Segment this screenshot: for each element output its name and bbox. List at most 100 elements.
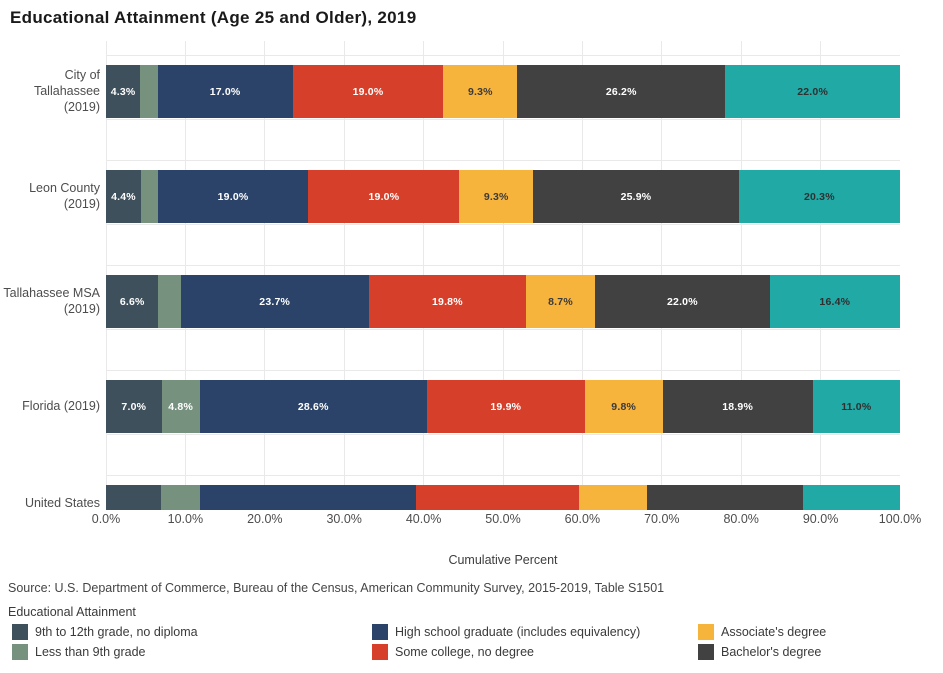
legend-label: Associate's degree xyxy=(721,625,827,639)
segment-label: 28.6% xyxy=(297,400,329,413)
bar-segment[interactable] xyxy=(646,485,804,510)
bar-segment[interactable]: 6.6% xyxy=(106,275,159,328)
bar: 7.0% 4.8% 28.6% 19.9% 9.8% 18.9% 11.0% xyxy=(106,380,900,433)
bar-segment[interactable]: 4.4% xyxy=(106,170,141,223)
legend-label: 9th to 12th grade, no diploma xyxy=(35,625,198,639)
bar-segment[interactable]: 9.8% xyxy=(584,380,663,433)
bar-segment[interactable] xyxy=(160,485,201,510)
legend-label: Less than 9th grade xyxy=(35,645,146,659)
row-band: 4.4% 19.0% 19.0% 9.3% 25.9% 20.3% xyxy=(106,160,900,225)
legend-title: Educational Attainment xyxy=(8,605,136,619)
bar-segment[interactable]: 18.9% xyxy=(662,380,813,433)
segment-label: 22.0% xyxy=(797,85,828,98)
segment-label: 17.0% xyxy=(209,85,241,98)
bar-segment[interactable] xyxy=(200,485,416,510)
bar-segment[interactable]: 26.2% xyxy=(517,65,726,118)
x-axis-title: Cumulative Percent xyxy=(448,553,558,567)
legend-swatch xyxy=(12,624,28,640)
bar-segment[interactable] xyxy=(579,485,647,510)
segment-label: 19.8% xyxy=(431,295,463,308)
x-axis-tick-label: 50.0% xyxy=(485,512,521,526)
chart-title: Educational Attainment (Age 25 and Older… xyxy=(10,8,417,27)
bar-segment[interactable]: 8.7% xyxy=(525,275,596,328)
x-axis-tick-label: 40.0% xyxy=(405,512,442,526)
x-axis-tick-label: 30.0% xyxy=(326,512,362,526)
bar-segment[interactable]: 20.3% xyxy=(738,170,900,223)
segment-label: 9.3% xyxy=(467,85,493,98)
legend-swatch xyxy=(12,644,28,660)
bar-segment[interactable]: 4.8% xyxy=(161,380,200,433)
bar-segment[interactable]: 25.9% xyxy=(533,170,739,223)
segment-label: 26.2% xyxy=(605,85,637,98)
legend-item[interactable]: Some college, no degree xyxy=(372,644,534,660)
segment-label: 9.3% xyxy=(483,190,509,203)
legend-swatch xyxy=(698,644,714,660)
bar: 4.3% 17.0% 19.0% 9.3% 26.2% 22.0% xyxy=(106,65,900,118)
bar-segment[interactable]: 28.6% xyxy=(199,380,427,433)
segment-label: 23.7% xyxy=(259,295,291,308)
legend-item[interactable]: Associate's degree xyxy=(698,624,826,640)
legend-item[interactable]: Less than 9th grade xyxy=(12,644,146,660)
bar-segment[interactable]: 9.3% xyxy=(443,65,518,118)
segment-label: 19.9% xyxy=(490,400,522,413)
x-axis-tick-label: 60.0% xyxy=(564,512,601,526)
y-axis-label: Tallahassee MSA (2019) xyxy=(3,285,100,316)
legend-label: High school graduate (includes equivalen… xyxy=(395,625,641,639)
bar-segment[interactable] xyxy=(415,485,580,510)
segment-label: 20.3% xyxy=(803,190,835,203)
bar-segment[interactable]: 19.0% xyxy=(157,170,309,223)
segment-label: 19.0% xyxy=(352,85,384,98)
x-axis-tick-label: 0.0% xyxy=(91,512,121,526)
bar-segment[interactable]: 4.3% xyxy=(106,65,141,118)
plot-area: 4.3% 17.0% 19.0% 9.3% 26.2% 22.0% 4.4% 19.0% 19.… xyxy=(106,41,900,510)
bar-segment[interactable]: 11.0% xyxy=(812,380,900,433)
legend-swatch xyxy=(372,644,388,660)
legend-swatch xyxy=(698,624,714,640)
bar-segment[interactable]: 7.0% xyxy=(106,380,162,433)
x-axis-tick-label: 70.0% xyxy=(644,512,680,526)
x-axis-tick-label: 100.0% xyxy=(878,512,922,526)
bar: 4.4% 19.0% 19.0% 9.3% 25.9% 20.3% xyxy=(106,170,900,223)
bar-segment[interactable]: 22.0% xyxy=(595,275,770,328)
segment-label: 25.9% xyxy=(620,190,652,203)
segment-label: 18.9% xyxy=(722,400,753,413)
legend-label: Some college, no degree xyxy=(395,645,534,659)
segment-label: 8.7% xyxy=(548,295,573,308)
bar-segment[interactable] xyxy=(140,170,158,223)
bar-segment[interactable] xyxy=(803,485,900,510)
bar-segment[interactable]: 19.0% xyxy=(308,170,460,223)
bar-segment[interactable]: 19.8% xyxy=(368,275,526,328)
legend-label: Bachelor's degree xyxy=(721,645,822,659)
row-band: 7.0% 4.8% 28.6% 19.9% 9.8% 18.9% 11.0% xyxy=(106,370,900,435)
segment-label: 4.8% xyxy=(168,400,193,413)
bar-segment[interactable]: 19.9% xyxy=(426,380,585,433)
segment-label: 7.0% xyxy=(121,400,147,413)
bar-segment[interactable]: 19.0% xyxy=(292,65,444,118)
x-axis-tick-label: 20.0% xyxy=(247,512,283,526)
bar-segment[interactable]: 9.3% xyxy=(459,170,534,223)
bar-segment[interactable] xyxy=(158,275,181,328)
legend-item[interactable]: High school graduate (includes equivalen… xyxy=(372,624,640,640)
row-band: 6.6% 23.7% 19.8% 8.7% 22.0% 16.4% xyxy=(106,265,900,330)
segment-label: 22.0% xyxy=(666,295,698,308)
x-axis-tick-label: 90.0% xyxy=(802,512,839,526)
bar-segment[interactable] xyxy=(140,65,158,118)
segment-label: 4.3% xyxy=(110,85,136,98)
segment-label: 9.8% xyxy=(611,400,637,413)
x-axis-tick-label: 10.0% xyxy=(167,512,204,526)
legend-item[interactable]: Bachelor's degree xyxy=(698,644,821,660)
bar-segment[interactable]: 16.4% xyxy=(769,275,900,328)
legend-item[interactable]: 9th to 12th grade, no diploma xyxy=(12,624,198,640)
bar-segment[interactable] xyxy=(106,485,161,510)
bar-segment[interactable]: 23.7% xyxy=(180,275,369,328)
bar-segment[interactable]: 17.0% xyxy=(157,65,293,118)
bar-segment[interactable]: 22.0% xyxy=(725,65,900,118)
legend-swatch xyxy=(372,624,388,640)
row-band xyxy=(106,475,900,510)
bar xyxy=(106,485,900,510)
x-axis-tick-label: 80.0% xyxy=(723,512,759,526)
y-axis-label: United States xyxy=(24,495,100,510)
bar: 6.6% 23.7% 19.8% 8.7% 22.0% 16.4% xyxy=(106,275,900,328)
y-axis-label: Florida (2019) xyxy=(22,398,100,413)
